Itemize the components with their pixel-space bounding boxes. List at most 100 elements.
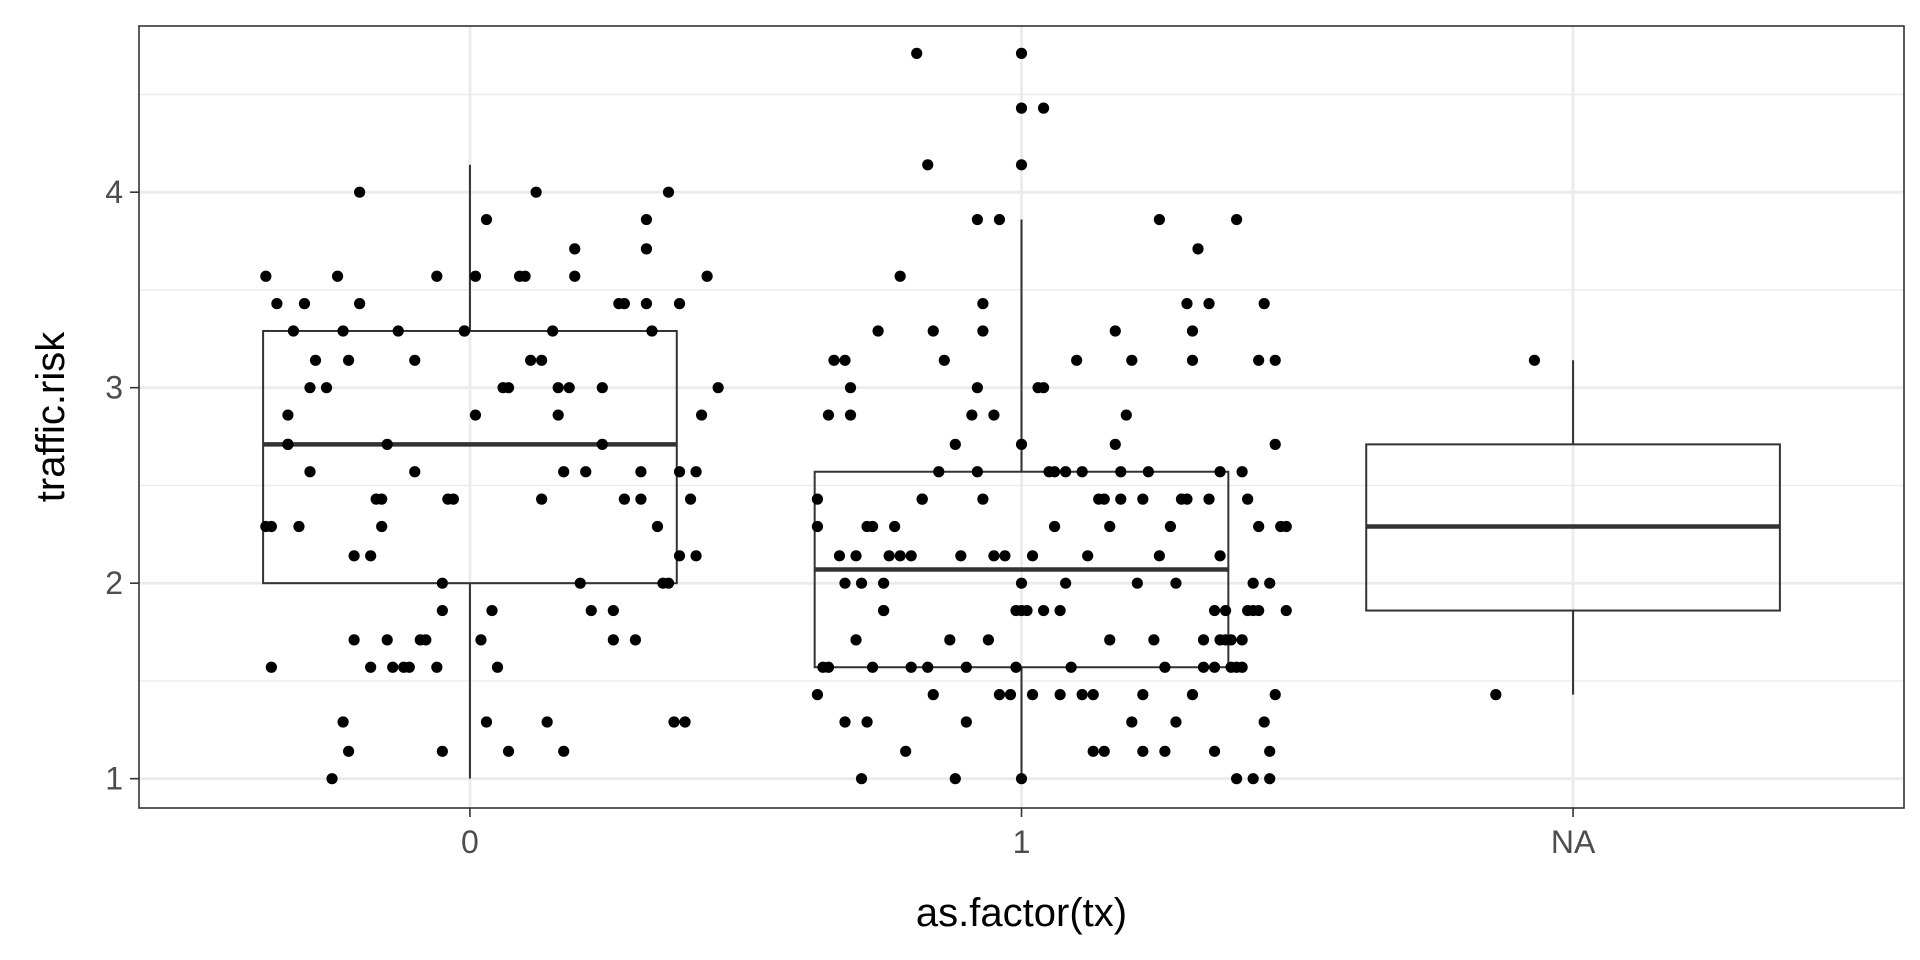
data-point xyxy=(1065,661,1077,673)
data-point xyxy=(971,382,983,394)
data-point xyxy=(822,409,835,421)
data-point xyxy=(938,354,950,366)
data-point xyxy=(1170,716,1182,728)
data-point xyxy=(1247,577,1259,589)
data-point xyxy=(337,325,349,337)
data-point xyxy=(1253,520,1265,533)
data-point xyxy=(668,716,680,728)
data-point xyxy=(1269,354,1281,366)
data-point xyxy=(1170,577,1182,589)
data-point xyxy=(811,520,824,533)
data-point xyxy=(547,325,559,337)
data-point xyxy=(469,409,482,421)
data-point xyxy=(1010,661,1022,673)
data-point xyxy=(1264,745,1276,757)
data-point xyxy=(855,773,868,785)
data-point xyxy=(988,409,1000,421)
data-point xyxy=(1037,102,1050,114)
x-tick-label: NA xyxy=(1551,824,1596,860)
data-point xyxy=(1231,773,1243,785)
data-point xyxy=(354,298,366,310)
box-NA xyxy=(1365,360,1781,695)
data-point xyxy=(1280,604,1292,617)
data-point xyxy=(1225,634,1237,646)
data-point xyxy=(365,661,377,673)
data-point xyxy=(298,298,311,310)
data-point xyxy=(960,716,972,728)
data-point xyxy=(673,466,686,478)
data-point xyxy=(309,354,322,366)
data-point xyxy=(342,745,355,757)
data-point xyxy=(1159,661,1171,673)
data-point xyxy=(563,382,575,394)
data-point xyxy=(530,186,542,198)
data-point xyxy=(365,550,377,562)
data-point xyxy=(1015,102,1028,114)
data-point xyxy=(618,493,630,505)
data-point xyxy=(458,325,471,337)
data-point xyxy=(1164,520,1177,533)
data-point xyxy=(646,325,658,337)
y-axis-title: traffic.risk xyxy=(29,331,73,502)
data-point xyxy=(436,604,448,617)
data-point xyxy=(1242,493,1254,505)
data-point xyxy=(502,382,515,394)
data-point xyxy=(1203,298,1215,310)
data-point xyxy=(1115,466,1127,478)
data-point xyxy=(1269,689,1281,701)
data-point xyxy=(436,577,448,589)
data-point xyxy=(944,634,956,646)
data-point xyxy=(640,298,653,310)
data-point xyxy=(1015,604,1028,617)
data-point xyxy=(1071,354,1083,366)
data-point xyxy=(651,520,664,533)
data-point xyxy=(558,466,570,478)
data-point xyxy=(878,577,890,589)
data-point xyxy=(971,213,983,226)
data-point xyxy=(933,466,945,478)
data-point xyxy=(673,550,686,562)
data-point xyxy=(1087,689,1099,701)
data-point xyxy=(469,270,482,282)
data-point xyxy=(1181,298,1193,310)
x-axis-ticks: 0 1 NA xyxy=(461,808,1596,860)
data-point xyxy=(1037,604,1050,617)
data-point xyxy=(376,493,388,505)
data-point xyxy=(1015,577,1028,589)
data-point xyxy=(635,466,647,478)
data-point xyxy=(491,661,504,673)
data-point xyxy=(855,577,868,589)
data-point xyxy=(596,438,608,450)
data-point xyxy=(320,382,333,394)
data-point xyxy=(1048,466,1061,478)
data-point xyxy=(966,409,978,421)
data-point xyxy=(905,550,917,562)
data-point xyxy=(431,270,443,282)
data-point xyxy=(1186,689,1199,701)
data-point xyxy=(536,354,548,366)
data-point xyxy=(640,243,653,255)
data-point xyxy=(1142,466,1154,478)
data-point xyxy=(265,661,277,673)
data-point xyxy=(1037,382,1050,394)
data-point xyxy=(282,438,294,450)
data-point xyxy=(354,186,366,198)
data-point xyxy=(1137,689,1149,701)
data-point xyxy=(982,634,995,646)
data-point xyxy=(1015,773,1028,785)
data-point xyxy=(1528,354,1541,366)
data-point xyxy=(900,745,912,757)
data-point xyxy=(502,745,515,757)
data-point xyxy=(695,409,708,421)
data-point xyxy=(1219,604,1232,617)
data-point xyxy=(409,466,421,478)
data-point xyxy=(293,520,305,533)
data-point xyxy=(1026,689,1039,701)
data-point xyxy=(662,577,675,589)
data-point xyxy=(949,438,961,450)
data-point xyxy=(684,493,697,505)
data-point xyxy=(480,716,493,728)
data-point xyxy=(1015,159,1028,171)
data-point xyxy=(1159,745,1171,757)
data-point xyxy=(977,325,989,337)
